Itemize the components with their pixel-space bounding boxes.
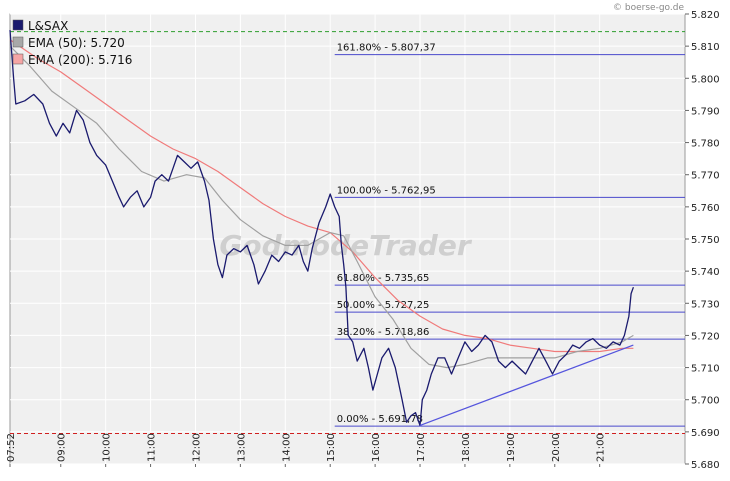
y-tick-label: 5.810 (691, 42, 720, 53)
legend-label-ema200: EMA (200): 5.716 (28, 53, 132, 67)
x-tick-label: 13:00 (236, 433, 247, 462)
y-tick-label: 5.680 (691, 460, 720, 471)
trendline (419, 344, 634, 427)
x-tick-label: 16:00 (371, 433, 382, 462)
trendline-line (419, 344, 634, 427)
x-tick-label: 15:00 (326, 433, 337, 462)
x-tick-label: 20:00 (551, 433, 562, 462)
x-tick-label: 18:00 (461, 433, 472, 462)
x-tick-label: 10:00 (102, 433, 113, 462)
fib-level-label: 0.00% - 5.691,78 (337, 414, 423, 425)
y-tick-label: 5.730 (691, 299, 720, 310)
y-tick-label: 5.700 (691, 396, 720, 407)
legend-swatch-ema50 (12, 36, 24, 48)
y-tick-label: 5.750 (691, 235, 720, 246)
y-tick-label: 5.790 (691, 106, 720, 117)
series-line-l-sax (9, 30, 635, 427)
x-tick-label: 21:00 (596, 433, 607, 462)
x-tick-label: 09:00 (57, 433, 68, 462)
fib-level-label: 38.20% - 5.718,86 (337, 327, 430, 338)
x-tick-label: 19:00 (506, 433, 517, 462)
x-tick-label: 07:52 (6, 433, 17, 462)
legend-swatch-lsax (12, 19, 24, 31)
series-lines (9, 30, 635, 427)
legend-label-ema50: EMA (50): 5.720 (28, 36, 125, 50)
series-line-ema-50- (9, 45, 634, 369)
grid (10, 13, 685, 465)
fib-level-label: 61.80% - 5.735,65 (337, 273, 430, 284)
y-tick-label: 5.800 (691, 74, 720, 85)
y-tick-label: 5.690 (691, 428, 720, 439)
x-tick-label: 11:00 (147, 433, 158, 462)
fib-level-label: 161.80% - 5.807,37 (337, 43, 436, 54)
reference-lines (10, 31, 685, 434)
x-tick-label: 14:00 (281, 433, 292, 462)
fib-level-label: 100.00% - 5.762,95 (337, 185, 436, 196)
y-tick-label: 5.780 (691, 139, 720, 150)
fib-level-label: 50.00% - 5.727,25 (337, 300, 430, 311)
x-axis: 07:52 09:00 10:00 11:00 12:00 13:00 14:00 15:00… (6, 433, 607, 467)
source-label: © boerse-go.de (613, 3, 684, 13)
y-axis: 5.820 5.810 5.800 5.790 5.780 5.770 5.760 5.750… (685, 10, 720, 471)
fibonacci-levels: 161.80% - 5.807,37 100.00% - 5.762,95 61.8… (334, 43, 685, 427)
y-tick-label: 5.820 (691, 10, 720, 21)
legend: L&SAX EMA (50): 5.720 EMA (200): 5.716 (12, 19, 132, 67)
y-tick-label: 5.740 (691, 267, 720, 278)
legend-swatch-ema200 (12, 53, 24, 65)
y-tick-label: 5.770 (691, 171, 720, 182)
y-tick-label: 5.710 (691, 364, 720, 375)
y-tick-label: 5.720 (691, 331, 720, 342)
legend-label-lsax: L&SAX (28, 19, 68, 33)
y-tick-label: 5.760 (691, 203, 720, 214)
x-tick-label: 17:00 (416, 433, 427, 462)
x-tick-label: 12:00 (191, 433, 202, 462)
